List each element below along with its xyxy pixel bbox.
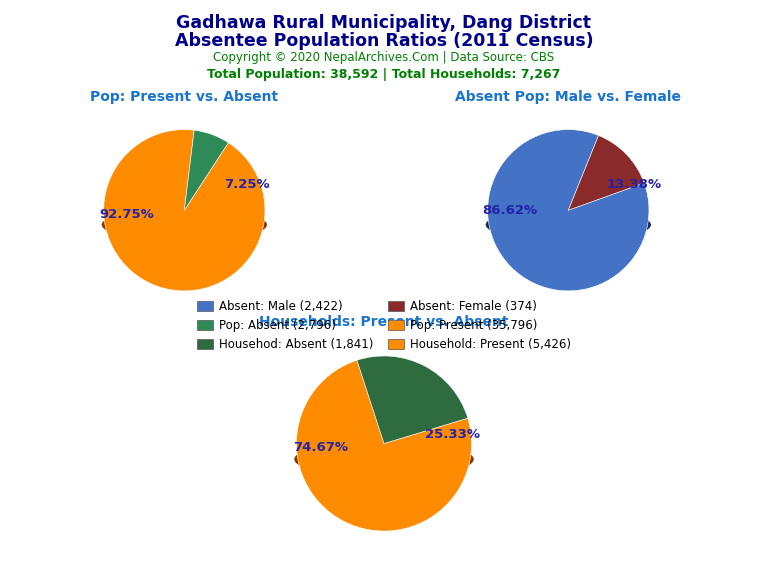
Wedge shape	[104, 130, 265, 291]
Wedge shape	[296, 360, 472, 531]
Wedge shape	[357, 356, 468, 444]
Wedge shape	[184, 130, 228, 210]
Title: Absent Pop: Male vs. Female: Absent Pop: Male vs. Female	[455, 90, 681, 104]
Text: Total Population: 38,592 | Total Households: 7,267: Total Population: 38,592 | Total Househo…	[207, 68, 561, 81]
Wedge shape	[488, 130, 649, 291]
Text: 13.38%: 13.38%	[607, 178, 662, 191]
Text: Copyright © 2020 NepalArchives.Com | Data Source: CBS: Copyright © 2020 NepalArchives.Com | Dat…	[214, 51, 554, 64]
Ellipse shape	[101, 208, 267, 242]
Ellipse shape	[294, 441, 474, 478]
Ellipse shape	[485, 208, 651, 242]
Text: Gadhawa Rural Municipality, Dang District: Gadhawa Rural Municipality, Dang Distric…	[177, 14, 591, 32]
Text: Absentee Population Ratios (2011 Census): Absentee Population Ratios (2011 Census)	[174, 32, 594, 50]
Legend: Absent: Male (2,422), Pop: Absent (2,796), Househod: Absent (1,841), Absent: Fem: Absent: Male (2,422), Pop: Absent (2,796…	[192, 295, 576, 355]
Title: Households: Present vs. Absent: Households: Present vs. Absent	[260, 314, 508, 328]
Text: 86.62%: 86.62%	[483, 204, 538, 217]
Text: 74.67%: 74.67%	[293, 441, 349, 454]
Title: Pop: Present vs. Absent: Pop: Present vs. Absent	[91, 90, 278, 104]
Text: 7.25%: 7.25%	[224, 178, 270, 191]
Text: 25.33%: 25.33%	[425, 429, 480, 441]
Text: 92.75%: 92.75%	[99, 208, 154, 221]
Wedge shape	[568, 135, 644, 210]
